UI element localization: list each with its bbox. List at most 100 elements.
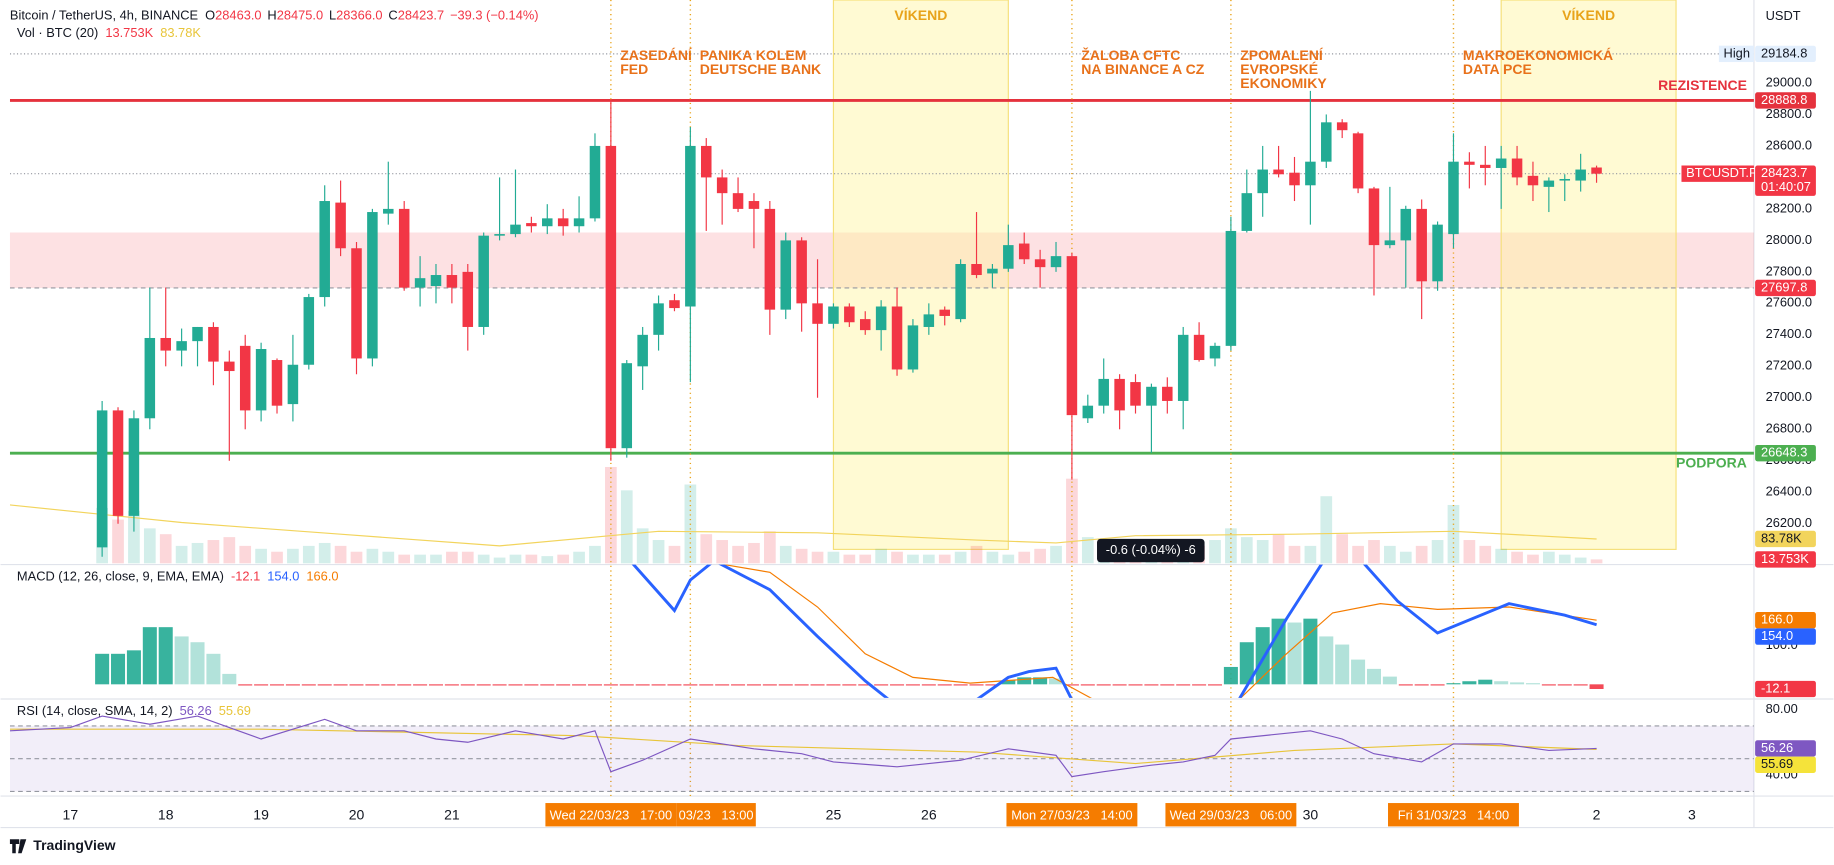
candle-body [1018, 243, 1030, 260]
y-tick-label: 29000.0 [1766, 74, 1812, 89]
volume-bar [589, 545, 601, 564]
volume-bar [255, 548, 267, 564]
event-label-line: EVROPSKÉ [1240, 61, 1318, 77]
event-label: PANIKA KOLEM DEUTSCHE BANK [700, 47, 821, 77]
macd-histogram [1335, 644, 1350, 685]
macd-histogram [444, 684, 459, 686]
volume-bar [573, 551, 585, 564]
macd-histogram [699, 684, 714, 686]
candle-body [510, 224, 521, 235]
candle-body [1130, 382, 1141, 406]
volume-bar [350, 551, 363, 564]
candle-body [1257, 169, 1268, 194]
macd-histogram [126, 650, 141, 685]
volume-bar [652, 540, 665, 564]
macd-histogram [1319, 636, 1334, 685]
tooltip-box [1097, 538, 1205, 563]
macd-histogram [1398, 684, 1413, 686]
macd-histogram [1049, 678, 1064, 685]
time-badge [1006, 803, 1138, 827]
price-badge [1755, 756, 1816, 773]
y-tick-label: 28000.0 [1766, 232, 1812, 247]
candle-body [1336, 122, 1348, 131]
price-badge-label: 27697.8 [1761, 279, 1807, 294]
ohlc-key: O [205, 8, 215, 23]
candle-body [526, 223, 537, 227]
macd-histogram [874, 684, 889, 686]
macd-histogram [1366, 668, 1381, 685]
volume-bar [493, 557, 506, 564]
macd-histogram [397, 684, 412, 686]
macd-histogram [1160, 684, 1175, 686]
volume-bar [859, 554, 872, 564]
candle-body [1432, 224, 1443, 282]
macd-histogram [810, 684, 825, 686]
volume-bar [1320, 496, 1333, 564]
volume-bar [1288, 545, 1301, 564]
macd-histogram [985, 684, 1000, 686]
candle-body [1464, 161, 1475, 165]
volume-bar [1050, 545, 1062, 564]
volume-bar [1368, 540, 1380, 564]
macd-header: MACD (12, 26, close, 9, EMA, EMA) -12.1 15… [17, 569, 339, 584]
x-tick-label: 17 [63, 807, 79, 823]
event-label-line: PANIKA KOLEM [700, 47, 807, 63]
macd-histogram [683, 684, 698, 686]
badges: High 29184.8 28888.8 26648.3 27697.8 BTCUSDT.… [1681, 45, 1816, 773]
macd-histogram [238, 684, 253, 686]
event-label-line: DATA PCE [1463, 61, 1532, 77]
level-label: PODPORA [1676, 454, 1747, 470]
candle-body [335, 202, 346, 249]
macd-histogram [1080, 684, 1095, 686]
macd-histogram [285, 684, 300, 686]
candles [96, 90, 1602, 557]
price-badge-label: 29184.8 [1761, 45, 1807, 60]
last-badge [1755, 165, 1816, 196]
candle-body [494, 234, 505, 236]
candle-body [637, 334, 648, 367]
macd-histogram [556, 684, 571, 686]
price-badge-label: 83.78K [1761, 530, 1802, 545]
candle-body [96, 410, 108, 548]
macd-histogram [206, 653, 221, 685]
volume-bar [382, 551, 395, 564]
candle-body [812, 303, 823, 324]
price-badge-label: 154.0 [1761, 628, 1793, 643]
event-label-line: NA BINANCE A CZ [1081, 61, 1204, 77]
volume-bar [620, 490, 633, 564]
candle-body [319, 201, 330, 298]
macd-histogram [1494, 681, 1509, 685]
macd-header-value: -12.1 [231, 569, 260, 584]
candle-body [748, 201, 760, 209]
macd-histogram [428, 684, 444, 686]
brand: TradingView [33, 837, 115, 853]
candle-body [1321, 122, 1332, 162]
macd-histogram [460, 684, 475, 686]
macd-histogram [842, 684, 857, 686]
candle-body [1114, 378, 1125, 411]
candle-body [1575, 169, 1586, 181]
candle-body [716, 177, 728, 194]
weekend-label: VÍKEND [894, 7, 947, 23]
macd-histogram [190, 642, 205, 685]
price-badge [1755, 680, 1816, 698]
volume-bar [970, 545, 983, 564]
change: −39.3 (−0.14%) [450, 8, 539, 23]
zone [9, 232, 1754, 288]
volume-bar [748, 542, 760, 564]
time-badge-label: Fri 31/03/23 14:00 [1398, 807, 1509, 822]
x-tick-label: 26 [921, 807, 937, 823]
volume-bar [811, 551, 824, 564]
macd-line [631, 564, 1598, 698]
volume-bar [1479, 545, 1492, 564]
macd-histogram [969, 684, 984, 686]
volume-bar [1384, 545, 1396, 564]
macd-histogram [301, 684, 316, 686]
candle-body [542, 218, 553, 227]
symbol-tag [1681, 165, 1754, 182]
macd-histogram [1239, 642, 1254, 685]
event-label-line: ZASEDÁNÍ [620, 47, 693, 63]
candle-body [1003, 245, 1014, 269]
volume-header-value: 83.78K [160, 25, 201, 40]
volume-bar [334, 545, 347, 564]
